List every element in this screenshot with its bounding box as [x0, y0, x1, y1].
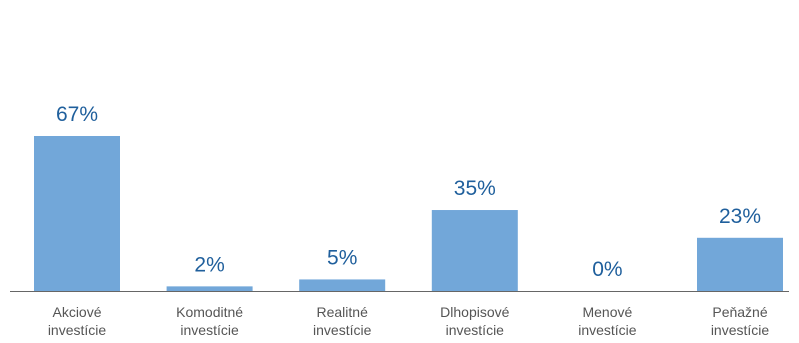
category-label-3: Dlhopisové investície [440, 304, 509, 338]
category-label-1: Komoditné investície [176, 304, 243, 338]
data-labels-group: 67% 2% 5% 35% 0% 23% [56, 103, 761, 281]
bar-5 [697, 237, 783, 291]
category-label-0: Akciové investície [48, 304, 107, 338]
data-label-2: 5% [327, 246, 357, 269]
data-label-1: 2% [194, 253, 224, 276]
data-label-5: 23% [719, 205, 761, 228]
category-label-2: Realitné investície [313, 304, 372, 338]
bars-group [34, 136, 783, 291]
bar-2 [299, 279, 386, 291]
category-labels-group: Akciové investície Komoditné investície Real… [48, 304, 770, 338]
category-label-5: Peňažné investície [711, 304, 770, 338]
bar-3 [431, 210, 518, 291]
bar-0 [34, 136, 120, 291]
bar-1 [166, 286, 253, 291]
data-label-0: 67% [56, 103, 98, 126]
data-label-4: 0% [592, 258, 622, 281]
category-label-4: Menové investície [578, 304, 637, 338]
data-label-3: 35% [454, 177, 496, 200]
